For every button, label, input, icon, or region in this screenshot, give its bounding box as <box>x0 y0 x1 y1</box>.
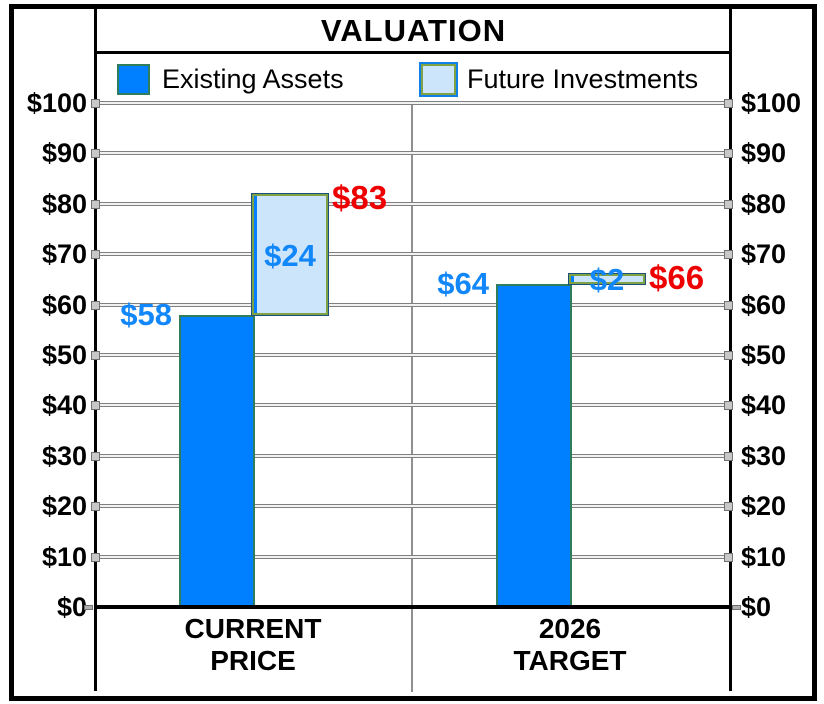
value-label-total: $66 <box>649 259 705 296</box>
gridline-handle-right <box>724 200 733 209</box>
gridline-handle-right <box>724 301 733 310</box>
gridline-handle-left <box>91 553 100 562</box>
bar-existing-assets <box>179 315 255 609</box>
gridline-handle-left <box>91 452 100 461</box>
gridline-handle-left <box>91 502 100 511</box>
gridline-30 <box>95 454 732 458</box>
chart-frame-left-line <box>94 9 97 691</box>
gridline-60 <box>95 303 732 307</box>
value-label-existing: $58 <box>120 297 172 332</box>
y-axis-label-left: $90 <box>41 138 87 168</box>
baseline-right-tick <box>732 605 741 610</box>
y-axis-label-right: $70 <box>741 239 787 269</box>
gridline-20 <box>95 504 732 508</box>
legend-label-future-investments: Future Investments <box>467 64 699 94</box>
gridline-70 <box>95 252 732 256</box>
category-divider-line <box>411 103 413 692</box>
chart-title: VALUATION <box>320 13 507 48</box>
y-axis-label-left: $60 <box>41 290 87 320</box>
category-label: 2026 TARGET <box>513 613 627 676</box>
gridline-handle-right <box>724 351 733 360</box>
y-axis-label-right: $90 <box>741 138 787 168</box>
value-label-total: $83 <box>332 179 388 216</box>
value-label-future: $24 <box>264 238 316 273</box>
gridline-handle-left <box>91 99 100 108</box>
y-axis-label-left: $40 <box>41 390 87 420</box>
gridline-handle-left <box>91 250 100 259</box>
gridline-50 <box>95 353 732 357</box>
y-axis-label-left: $80 <box>41 189 87 219</box>
gridline-handle-right <box>724 553 733 562</box>
y-axis-label-right: $40 <box>741 390 787 420</box>
bar-future-investments <box>252 194 328 315</box>
y-axis-label-right: $30 <box>741 441 787 471</box>
gridline-80 <box>95 202 732 206</box>
y-axis-label-right: $60 <box>741 290 787 320</box>
bar-existing-assets <box>496 284 572 609</box>
y-axis-label-left: $70 <box>41 239 87 269</box>
gridline-handle-right <box>724 99 733 108</box>
legend-label-existing-assets: Existing Assets <box>162 64 344 94</box>
y-axis-label-left: $100 <box>26 88 87 118</box>
category-label: CURRENT PRICE <box>184 613 322 676</box>
value-label-existing: $64 <box>437 266 489 301</box>
gridline-handle-right <box>724 452 733 461</box>
gridline-handle-right <box>724 250 733 259</box>
y-axis-label-left: $0 <box>56 592 87 622</box>
legend-swatch-existing-assets <box>117 64 150 95</box>
y-axis-label-right: $20 <box>741 491 787 521</box>
legend-swatch-future-investments <box>421 64 456 95</box>
y-axis-label-left: $20 <box>41 491 87 521</box>
gridline-handle-right <box>724 149 733 158</box>
gridline-handle-left <box>91 149 100 158</box>
gridline-handle-right <box>724 401 733 410</box>
y-axis-label-left: $10 <box>41 542 87 572</box>
chart-outer-border <box>9 4 817 701</box>
gridline-handle-left <box>91 301 100 310</box>
gridline-10 <box>95 555 732 559</box>
gridline-100 <box>95 101 732 105</box>
gridline-handle-left <box>91 351 100 360</box>
gridline-90 <box>95 151 732 155</box>
title-separator-line <box>95 51 732 54</box>
gridline-handle-left <box>91 200 100 209</box>
value-label-future: $2 <box>589 262 625 297</box>
y-axis-label-right: $50 <box>741 340 787 370</box>
gridline-40 <box>95 403 732 407</box>
y-axis-label-right: $80 <box>741 189 787 219</box>
gridline-handle-right <box>724 502 733 511</box>
bar-future-investments <box>569 274 645 284</box>
baseline-left-tick <box>84 605 93 610</box>
y-axis-label-left: $50 <box>41 340 87 370</box>
y-axis-label-right: $100 <box>741 88 802 118</box>
y-axis-label-right: $0 <box>741 592 772 622</box>
gridline-handle-left <box>91 401 100 410</box>
y-axis-label-right: $10 <box>741 542 787 572</box>
y-axis-label-left: $30 <box>41 441 87 471</box>
x-axis-baseline <box>95 605 732 609</box>
chart-frame-right-line <box>729 9 732 691</box>
